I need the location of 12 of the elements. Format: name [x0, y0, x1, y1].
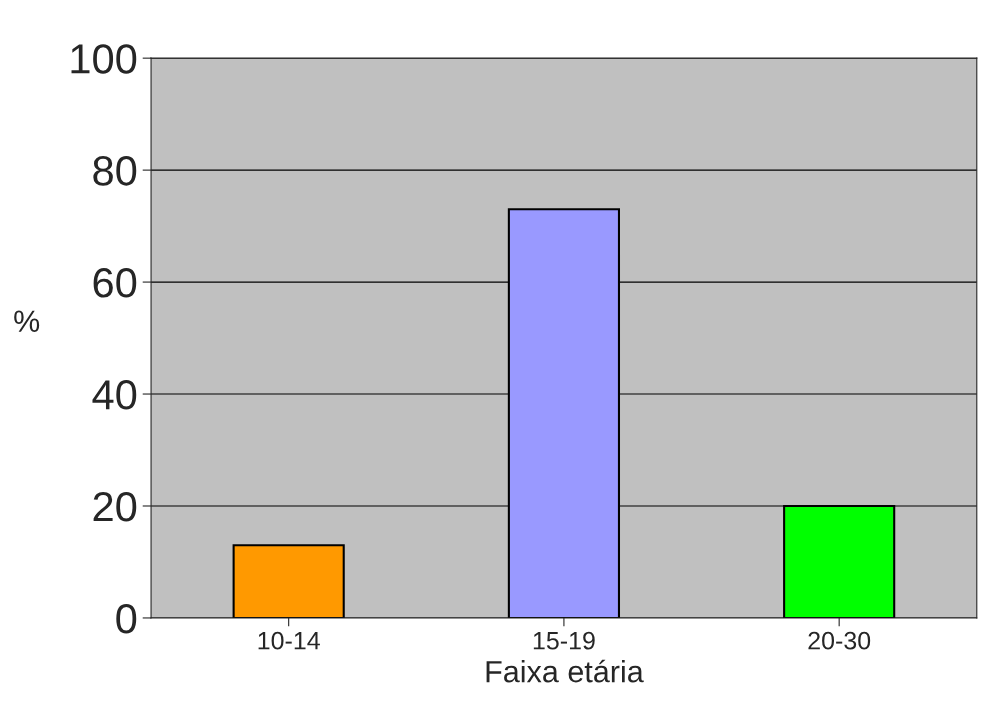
- x-tick-label: 20-30: [808, 631, 871, 650]
- y-tick-label: 0: [116, 603, 137, 634]
- x-tick-label: 10-14: [258, 631, 320, 650]
- bar: [232, 544, 345, 618]
- x-tick-label: 15-19: [533, 631, 595, 650]
- y-tick-label: 60: [93, 268, 137, 298]
- y-axis-title: %: [14, 310, 40, 332]
- y-tick-label: 40: [92, 380, 137, 410]
- y-tick-label: 80: [93, 156, 137, 186]
- y-tick-label: 100: [71, 44, 137, 74]
- y-tick-label: 20: [93, 491, 137, 522]
- x-axis-title: Faixa etária: [486, 659, 644, 683]
